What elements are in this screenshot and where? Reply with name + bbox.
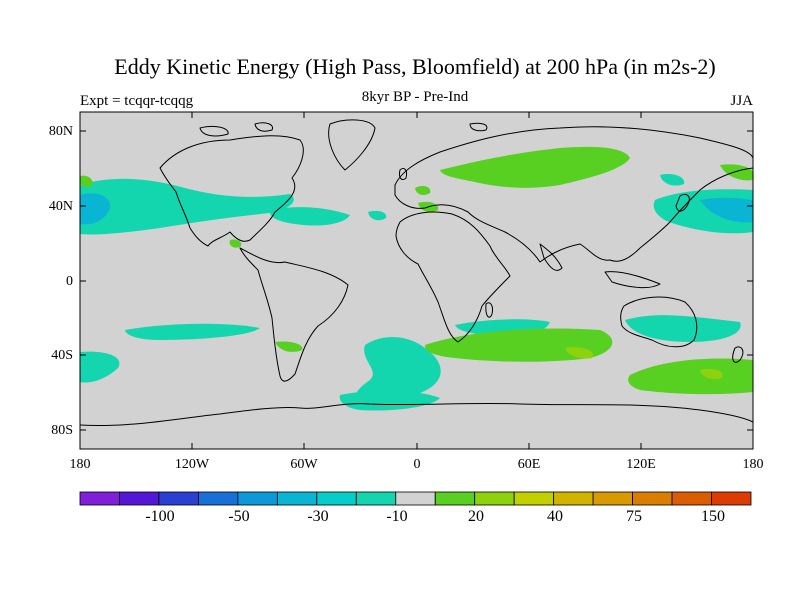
coastline-arctic bbox=[199, 122, 488, 137]
colorbar-swatch bbox=[237, 491, 278, 506]
lon-label: 120W bbox=[174, 457, 210, 472]
coastline-japan bbox=[675, 193, 690, 212]
coastlines bbox=[80, 119, 753, 427]
colorbar-swatch bbox=[632, 491, 673, 506]
anomaly-region bbox=[80, 178, 294, 235]
coastline-eurasia bbox=[394, 126, 753, 263]
coastline-greenland bbox=[328, 119, 376, 171]
anomaly-region bbox=[275, 341, 303, 352]
colorbar-label: -30 bbox=[307, 508, 329, 525]
anomaly-region bbox=[80, 193, 111, 225]
colorbar-label: -10 bbox=[386, 508, 408, 525]
anomaly-region bbox=[628, 358, 753, 395]
coastline-new-zealand bbox=[732, 346, 744, 363]
chart-title: Eddy Kinetic Energy (High Pass, Bloomfie… bbox=[114, 54, 716, 79]
coastline-south-america bbox=[239, 247, 349, 382]
colorbar-swatch bbox=[434, 491, 476, 506]
coastline-north-america bbox=[159, 135, 304, 247]
lat-label: 40N bbox=[48, 199, 73, 214]
anomaly-region bbox=[354, 336, 441, 405]
lon-label: 0 bbox=[413, 457, 421, 472]
colorbar-swatch bbox=[474, 491, 515, 506]
lon-label: 60E bbox=[517, 457, 541, 472]
coastline-madagascar bbox=[485, 302, 493, 318]
anomaly-region bbox=[440, 146, 630, 188]
colorbar-swatch bbox=[79, 491, 120, 506]
lat-label: 0 bbox=[66, 274, 73, 289]
colorbar-swatch bbox=[276, 491, 318, 506]
coastline-africa bbox=[395, 211, 511, 343]
anomaly-region bbox=[424, 328, 613, 362]
coastline-british-isles bbox=[399, 167, 407, 181]
colorbar-swatch bbox=[355, 491, 397, 506]
anomaly-region bbox=[125, 323, 260, 340]
map-ticks bbox=[80, 112, 753, 449]
colorbar-swatch bbox=[198, 491, 239, 506]
anomaly-region bbox=[660, 174, 685, 186]
coastline-antarctica bbox=[80, 402, 753, 427]
coastline-indonesia bbox=[604, 271, 661, 289]
lon-label: 60W bbox=[290, 457, 318, 472]
anomaly-region bbox=[720, 164, 753, 181]
colorbar-swatch bbox=[119, 491, 160, 506]
colorbar-swatch bbox=[553, 491, 594, 506]
colorbar-swatch bbox=[513, 491, 555, 506]
colorbar-label: 20 bbox=[468, 508, 484, 525]
anomaly-region bbox=[415, 185, 431, 196]
anomaly-region bbox=[80, 351, 120, 383]
lat-label: 80S bbox=[51, 423, 73, 438]
anomaly-region bbox=[625, 315, 741, 342]
anomaly-region bbox=[229, 239, 242, 248]
anomaly-fields bbox=[80, 146, 753, 411]
lon-label: 120E bbox=[626, 457, 656, 472]
lon-label: 180 bbox=[742, 457, 764, 472]
coastline-india bbox=[539, 243, 563, 271]
colorbar-label: 150 bbox=[701, 508, 725, 525]
anomaly-region bbox=[339, 390, 440, 411]
lat-label: 40S bbox=[51, 348, 73, 363]
colorbar-label: 75 bbox=[626, 508, 642, 525]
anomaly-region bbox=[80, 175, 93, 187]
colorbar-label: -50 bbox=[228, 508, 250, 525]
season-label: JJA bbox=[730, 93, 753, 109]
colorbar-swatch bbox=[158, 491, 199, 506]
period-label: 8kyr BP - Pre-Ind bbox=[361, 89, 469, 105]
colorbar-swatch bbox=[711, 491, 752, 506]
colorbar-swatch bbox=[592, 491, 633, 506]
colorbar-swatch bbox=[395, 491, 436, 506]
colorbar-label: 40 bbox=[547, 508, 563, 525]
colorbar-swatch bbox=[316, 491, 357, 506]
anomaly-region bbox=[700, 197, 753, 223]
colorbar-label: -100 bbox=[145, 508, 175, 525]
coastline-australia bbox=[620, 296, 698, 348]
colorbar-swatch bbox=[671, 491, 712, 506]
anomaly-region bbox=[269, 207, 350, 226]
anomaly-region bbox=[565, 347, 594, 359]
experiment-label: Expt = tcqqr-tcqqg bbox=[80, 93, 194, 109]
anomaly-region bbox=[368, 210, 387, 221]
lat-label: 80N bbox=[48, 124, 73, 139]
anomaly-region bbox=[700, 368, 723, 380]
lon-label: 180 bbox=[69, 457, 91, 472]
